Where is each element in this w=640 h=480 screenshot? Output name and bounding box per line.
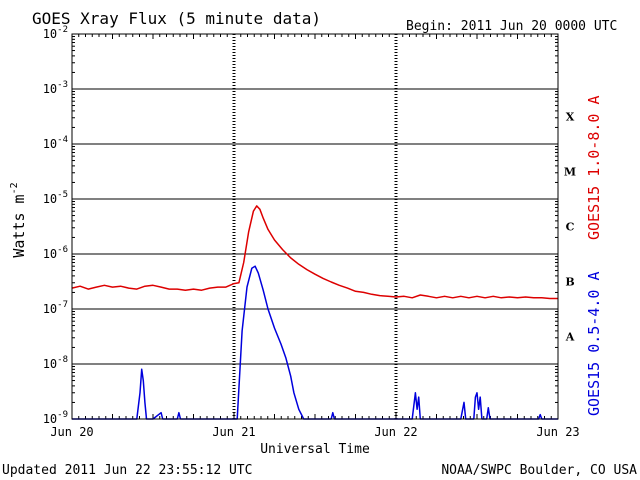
y-axis-label-text: Watts m xyxy=(10,194,28,257)
series-line-0 xyxy=(71,205,558,300)
credit-text: NOAA/SWPC Boulder, CO USA xyxy=(441,463,637,478)
x-axis-label: Universal Time xyxy=(260,442,370,457)
y-tick-label: 10-7 xyxy=(43,300,68,316)
flare-class-c: C xyxy=(566,221,575,234)
y-tick-label: 10-2 xyxy=(43,25,68,41)
x-tick-label: Jun 21 xyxy=(212,425,255,439)
y-tick-label: 10-9 xyxy=(43,410,68,426)
grid-lines xyxy=(72,33,558,420)
x-tick-label: Jun 23 xyxy=(536,425,579,439)
flare-class-labels: A B C M X xyxy=(564,111,576,344)
y-tick-label: 10-5 xyxy=(43,190,68,206)
begin-label: Begin: 2011 Jun 20 0000 UTC xyxy=(406,19,617,34)
legend-series-short: GOES15 0.5-4.0 A xyxy=(585,272,603,417)
y-axis-label: Watts m-2 xyxy=(9,182,28,257)
series-lines xyxy=(71,205,558,420)
y-tick-label: 10-6 xyxy=(43,245,68,261)
flare-class-m: M xyxy=(564,166,576,179)
flare-class-b: B xyxy=(565,276,574,289)
y-axis-ticks: 10-9 10-8 10-7 10-6 10-5 10-4 10-3 10-2 xyxy=(43,25,558,426)
legend-series-long: GOES15 1.0-8.0 A xyxy=(585,96,603,241)
y-tick-label: 10-4 xyxy=(43,135,68,151)
series-line-1 xyxy=(72,265,558,420)
plot-frame xyxy=(71,33,559,420)
x-tick-label: Jun 20 xyxy=(50,425,93,439)
x-axis-ticks: Jun 20 Jun 21 Jun 22 Jun 23 xyxy=(50,34,580,439)
chart-title: GOES Xray Flux (5 minute data) xyxy=(32,9,321,28)
flare-class-a: A xyxy=(565,331,575,344)
updated-timestamp: Updated 2011 Jun 22 23:55:12 UTC xyxy=(2,463,252,478)
svg-text:Watts m-2: Watts m-2 xyxy=(9,182,28,257)
y-axis-label-sup: -2 xyxy=(9,182,20,194)
x-tick-label: Jun 22 xyxy=(374,425,417,439)
flare-class-x: X xyxy=(566,111,575,124)
y-tick-label: 10-8 xyxy=(43,355,68,371)
y-tick-label: 10-3 xyxy=(43,80,68,96)
